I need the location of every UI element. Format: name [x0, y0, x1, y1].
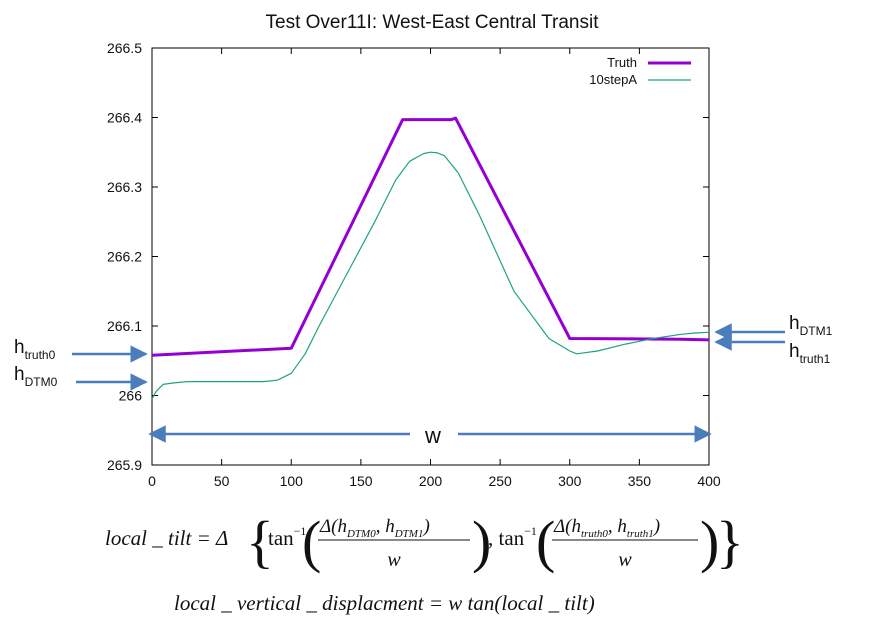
- paren-right-1: ): [472, 509, 491, 574]
- svg-text:Δ(hDTM0, hDTM1): Δ(hDTM0, hDTM1): [319, 516, 430, 540]
- svg-text:hDTM0: hDTM0: [14, 364, 58, 389]
- plot-frame: [151, 47, 710, 466]
- x-tick-label: 0: [148, 473, 156, 489]
- x-tick-label: 150: [349, 473, 373, 489]
- svg-text:htruth0: htruth0: [14, 337, 56, 362]
- formula-num2-mid: , h: [608, 516, 627, 537]
- svg-text:htruth1: htruth1: [789, 341, 831, 366]
- x-tick-label: 50: [214, 473, 230, 489]
- legend: Truth 10stepA: [589, 55, 691, 87]
- formula-num1-sub-b: DTM1: [394, 528, 424, 540]
- formula-comma-tan: , tan: [488, 526, 525, 550]
- y-tick-label: 266.3: [107, 179, 142, 195]
- x-axis: 0 50 100 150 200 250 300 350 400: [148, 48, 721, 489]
- annotation-h-truth0: htruth0: [14, 337, 148, 363]
- formula-den-1: w: [387, 549, 401, 571]
- y-tick-label: 266.5: [107, 40, 142, 56]
- series-line-10stepa: [151, 151, 710, 400]
- svg-text:hDTM1: hDTM1: [789, 313, 833, 338]
- brace-left: {: [246, 509, 274, 574]
- paren-right-2: ): [700, 509, 719, 574]
- annotation-h-truth1: htruth1: [714, 333, 831, 366]
- annotation-h-truth0-base: h: [14, 337, 25, 358]
- formula-num2-end: ): [653, 516, 660, 537]
- formula-inv-exp-2: −1: [524, 524, 537, 538]
- formula-num2: Δ(h: [553, 516, 581, 537]
- y-tick-label: 266: [119, 388, 143, 404]
- x-tick-label: 350: [628, 473, 652, 489]
- brace-right: }: [716, 509, 744, 574]
- annotation-h-dtm1-base: h: [789, 313, 800, 334]
- y-axis: 265.9 266 266.1 266.2 266.3 266.4 266.5: [107, 40, 709, 473]
- formula-lhs: local _ tilt = Δ: [105, 526, 228, 550]
- formula-num1-sub-a: DTM0: [346, 528, 376, 540]
- svg-text:tan−1: tan−1: [268, 524, 306, 550]
- formula-num1-mid: , h: [376, 516, 395, 537]
- y-tick-label: 265.9: [107, 457, 142, 473]
- formula-num2-sub-a: truth0: [581, 528, 608, 540]
- legend-label-truth: Truth: [607, 55, 637, 70]
- annotation-h-dtm0-base: h: [14, 364, 25, 385]
- annotation-h-dtm1-sub: DTM1: [800, 324, 833, 338]
- formula-inv-exp-1: −1: [294, 524, 307, 538]
- annotation-h-truth0-sub: truth0: [25, 348, 56, 362]
- paren-left-2: (: [536, 509, 555, 574]
- w-label: w: [424, 423, 441, 448]
- formula-local-vertical-displacement: local _ vertical _ displacment = w tan(l…: [174, 591, 595, 615]
- legend-label-10stepa: 10stepA: [589, 72, 637, 87]
- x-tick-label: 300: [558, 473, 582, 489]
- y-tick-label: 266.2: [107, 249, 142, 265]
- x-tick-label: 200: [419, 473, 443, 489]
- formula-den-2: w: [618, 549, 632, 571]
- formula-num1-end: ): [422, 516, 429, 537]
- svg-text:Δ(htruth0, htruth1): Δ(htruth0, htruth1): [553, 516, 660, 540]
- formula-tan-1: tan: [268, 526, 294, 550]
- annotation-h-dtm0-sub: DTM0: [25, 375, 58, 389]
- annotation-h-truth1-base: h: [789, 341, 800, 362]
- annotation-w: w: [148, 423, 712, 448]
- y-tick-label: 266.1: [107, 318, 142, 334]
- y-tick-label: 266.4: [107, 110, 142, 126]
- formula-num1: Δ(h: [319, 516, 347, 537]
- formula-local-tilt: local _ tilt = Δ { tan−1 ( Δ(hDTM0, hDTM…: [105, 509, 744, 574]
- chart-title: Test Over11I: West-East Central Transit: [266, 12, 600, 33]
- annotation-h-dtm0: hDTM0: [14, 364, 148, 391]
- x-tick-label: 250: [488, 473, 512, 489]
- annotation-h-dtm1: hDTM1: [714, 313, 833, 341]
- x-tick-label: 400: [697, 473, 721, 489]
- annotation-h-truth1-sub: truth1: [800, 352, 831, 366]
- formula-num2-sub-b: truth1: [627, 528, 654, 540]
- x-tick-label: 100: [280, 473, 304, 489]
- svg-text:, tan−1: , tan−1: [488, 524, 537, 550]
- series-line-truth: [151, 116, 710, 357]
- series-layer: [151, 116, 710, 400]
- paren-left-1: (: [302, 509, 321, 574]
